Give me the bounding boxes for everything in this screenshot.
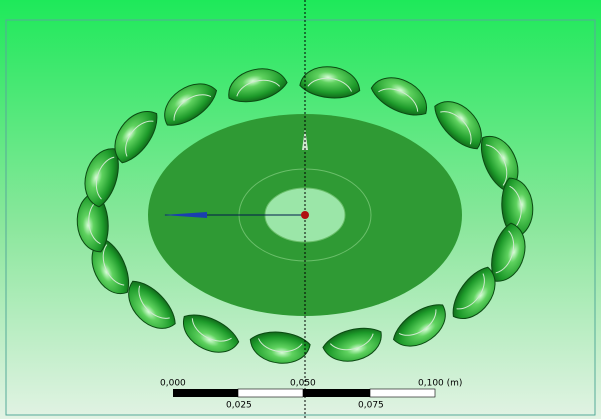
- page: 0,000 0,050 0,100 (m) 0,025 0,075 (() =>…: [0, 0, 601, 419]
- scale-label: 0,050: [290, 379, 316, 389]
- origin-point: [301, 211, 309, 219]
- cad-viewport: 0,000 0,050 0,100 (m) 0,025 0,075: [0, 0, 601, 419]
- scale-segment: [238, 389, 303, 397]
- scale-segment: [370, 389, 435, 397]
- scale-label: 0,075: [358, 401, 384, 411]
- scale-label: 0,100 (m): [418, 379, 462, 389]
- scale-segment: [303, 389, 370, 397]
- scale-segment: [173, 389, 238, 397]
- scale-label: 0,025: [226, 401, 252, 411]
- scale-label: 0,000: [160, 379, 186, 389]
